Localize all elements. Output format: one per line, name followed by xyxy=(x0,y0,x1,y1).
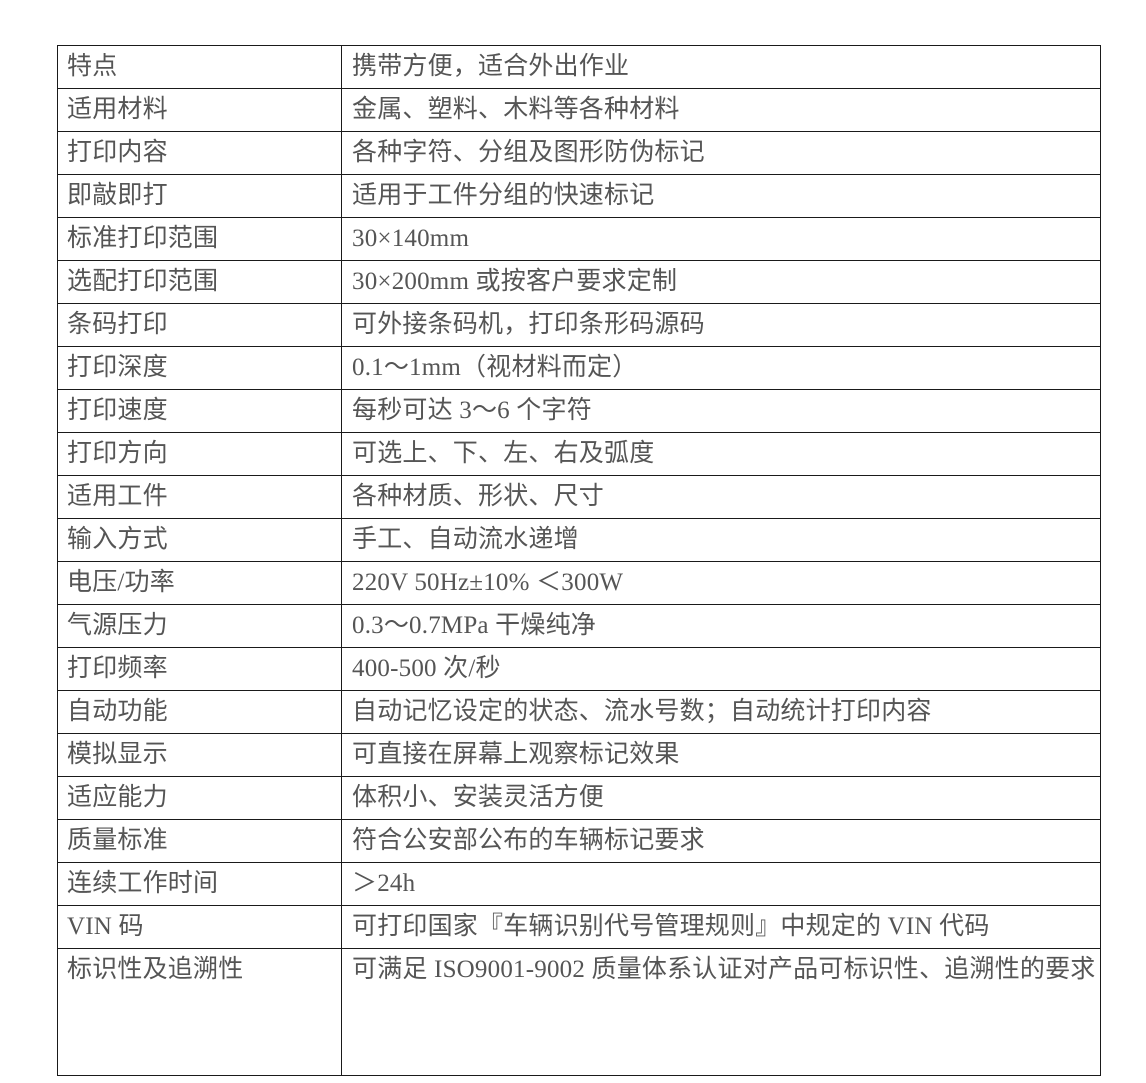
spec-value-cell: 0.3～0.7MPa 干燥纯净 xyxy=(341,604,1101,648)
spec-label-cell: 打印频率 xyxy=(57,647,342,691)
spec-value-cell: 可外接条码机，打印条形码源码 xyxy=(341,303,1101,347)
spec-label-cell: 特点 xyxy=(57,45,342,89)
spec-label-cell: 选配打印范围 xyxy=(57,260,342,304)
spec-label-cell: 连续工作时间 xyxy=(57,862,342,906)
spec-table-row: 条码打印 可外接条码机，打印条形码源码 xyxy=(57,303,1101,347)
spec-value-cell: 符合公安部公布的车辆标记要求 xyxy=(341,819,1101,863)
spec-value-cell: 220V 50Hz±10% ＜300W xyxy=(341,561,1101,605)
spec-table-row: 电压/功率 220V 50Hz±10% ＜300W xyxy=(57,561,1101,605)
spec-label-cell: 输入方式 xyxy=(57,518,342,562)
spec-label-cell: 适用材料 xyxy=(57,88,342,132)
spec-label-cell: 电压/功率 xyxy=(57,561,342,605)
spec-table-body: 特点 携带方便，适合外出作业 适用材料 金属、塑料、木料等各种材料 打印内容 各种字符、分… xyxy=(57,45,1101,1076)
spec-value-cell: 各种材质、形状、尺寸 xyxy=(341,475,1101,519)
spec-table-row: VIN 码可打印国家『车辆识别代号管理规则』中规定的 VIN 代码 xyxy=(57,905,1101,949)
spec-label-cell: 打印方向 xyxy=(57,432,342,476)
spec-table-row: 自动功能 自动记忆设定的状态、流水号数；自动统计打印内容 xyxy=(57,690,1101,734)
spec-table-row: 打印方向 可选上、下、左、右及弧度 xyxy=(57,432,1101,476)
spec-value-cell: 体积小、安装灵活方便 xyxy=(341,776,1101,820)
spec-value-cell: 各种字符、分组及图形防伪标记 xyxy=(341,131,1101,175)
specification-sheet: 特点 携带方便，适合外出作业 适用材料 金属、塑料、木料等各种材料 打印内容 各种字符、分… xyxy=(57,45,1101,1076)
spec-table-row: 连续工作时间 ＞24h xyxy=(57,862,1101,906)
spec-table-row: 即敲即打 适用于工件分组的快速标记 xyxy=(57,174,1101,218)
spec-table-row: 标识性及追溯性 可满足 ISO9001-9002 质量体系认证对产品可标识性、追溯… xyxy=(57,948,1101,1076)
spec-label-cell: 即敲即打 xyxy=(57,174,342,218)
spec-table-row: 气源压力 0.3～0.7MPa 干燥纯净 xyxy=(57,604,1101,648)
specification-table: 特点 携带方便，适合外出作业 适用材料 金属、塑料、木料等各种材料 打印内容 各种字符、分… xyxy=(57,45,1101,1076)
spec-label-cell: 质量标准 xyxy=(57,819,342,863)
spec-label-cell: 条码打印 xyxy=(57,303,342,347)
spec-label-cell: 标准打印范围 xyxy=(57,217,342,261)
spec-value-cell: 携带方便，适合外出作业 xyxy=(341,45,1101,89)
spec-value-cell: 400-500 次/秒 xyxy=(341,647,1101,691)
spec-label-cell: 打印内容 xyxy=(57,131,342,175)
spec-value-cell: 金属、塑料、木料等各种材料 xyxy=(341,88,1101,132)
spec-table-row: 模拟显示 可直接在屏幕上观察标记效果 xyxy=(57,733,1101,777)
spec-table-row: 适用工件 各种材质、形状、尺寸 xyxy=(57,475,1101,519)
spec-value-cell: 自动记忆设定的状态、流水号数；自动统计打印内容 xyxy=(341,690,1101,734)
spec-value-cell: ＞24h xyxy=(341,862,1101,906)
spec-table-row: 打印内容 各种字符、分组及图形防伪标记 xyxy=(57,131,1101,175)
spec-table-row: 标准打印范围 30×140mm xyxy=(57,217,1101,261)
spec-value-cell: 手工、自动流水递增 xyxy=(341,518,1101,562)
spec-label-cell: 打印速度 xyxy=(57,389,342,433)
spec-table-row: 打印速度 每秒可达 3～6 个字符 xyxy=(57,389,1101,433)
spec-value-cell: 适用于工件分组的快速标记 xyxy=(341,174,1101,218)
spec-value-cell: 可选上、下、左、右及弧度 xyxy=(341,432,1101,476)
spec-table-row: 质量标准 符合公安部公布的车辆标记要求 xyxy=(57,819,1101,863)
spec-label-cell: 适应能力 xyxy=(57,776,342,820)
spec-table-row: 适应能力 体积小、安装灵活方便 xyxy=(57,776,1101,820)
spec-table-row: 适用材料 金属、塑料、木料等各种材料 xyxy=(57,88,1101,132)
spec-table-row: 特点 携带方便，适合外出作业 xyxy=(57,45,1101,89)
spec-label-cell: 标识性及追溯性 xyxy=(57,948,342,1076)
spec-label-cell: 气源压力 xyxy=(57,604,342,648)
spec-value-cell: 30×200mm 或按客户要求定制 xyxy=(341,260,1101,304)
spec-value-cell: 30×140mm xyxy=(341,217,1101,261)
spec-table-row: 输入方式 手工、自动流水递增 xyxy=(57,518,1101,562)
spec-table-row: 选配打印范围 30×200mm 或按客户要求定制 xyxy=(57,260,1101,304)
spec-label-cell: 打印深度 xyxy=(57,346,342,390)
spec-label-cell: 模拟显示 xyxy=(57,733,342,777)
spec-label-cell: VIN 码 xyxy=(57,905,342,949)
spec-table-row: 打印频率 400-500 次/秒 xyxy=(57,647,1101,691)
spec-value-cell: 每秒可达 3～6 个字符 xyxy=(341,389,1101,433)
spec-value-cell: 0.1～1mm（视材料而定） xyxy=(341,346,1101,390)
spec-value-cell: 可满足 ISO9001-9002 质量体系认证对产品可标识性、追溯性的要求 xyxy=(341,948,1101,1076)
spec-table-row: 打印深度 0.1～1mm（视材料而定） xyxy=(57,346,1101,390)
spec-value-cell: 可打印国家『车辆识别代号管理规则』中规定的 VIN 代码 xyxy=(341,905,1101,949)
spec-label-cell: 适用工件 xyxy=(57,475,342,519)
spec-value-cell: 可直接在屏幕上观察标记效果 xyxy=(341,733,1101,777)
spec-label-cell: 自动功能 xyxy=(57,690,342,734)
